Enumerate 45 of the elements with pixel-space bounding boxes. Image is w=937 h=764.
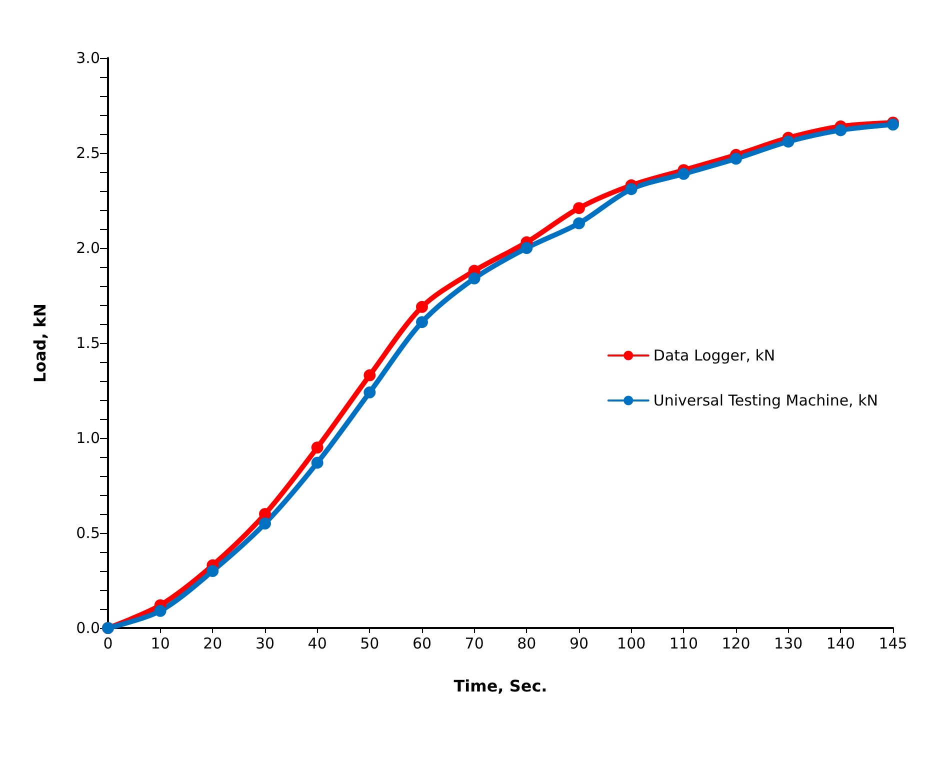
x-tick-label: 100 [617, 634, 646, 652]
x-tick-label: 50 [360, 634, 380, 652]
y-tick-label: 2.5 [76, 144, 100, 162]
point [154, 604, 166, 617]
x-tick-label: 0 [103, 634, 113, 652]
x-tick-label: 120 [722, 634, 750, 652]
point [311, 442, 324, 454]
point [364, 386, 376, 398]
x-tick-label: 80 [517, 634, 536, 652]
x-tick-label: 60 [412, 634, 432, 652]
point [468, 272, 480, 284]
point [416, 300, 428, 313]
x-tick-label: 30 [255, 634, 275, 652]
x-tick-label: 110 [669, 634, 698, 652]
y-tick-label: 3.0 [76, 49, 100, 67]
x-tick-label: 130 [774, 634, 803, 652]
x-tick-label: 40 [308, 634, 327, 652]
point [416, 316, 428, 328]
point [520, 242, 533, 254]
x-axis-title: Time, Sec. [454, 676, 548, 696]
legend-label: Universal Testing Machine, kN [653, 392, 878, 410]
point [782, 136, 794, 148]
point [206, 565, 219, 577]
y-tick-label: 1.0 [76, 429, 100, 447]
point [364, 369, 376, 382]
legend-label: Data Logger, kN [653, 346, 776, 364]
y-tick-label: 1.5 [76, 334, 100, 352]
x-tick-label: 145 [878, 634, 908, 652]
x-tick-label: 70 [464, 634, 484, 652]
point [678, 168, 690, 180]
point [311, 456, 324, 469]
x-tick-label: 90 [569, 634, 589, 652]
x-tick-label: 20 [203, 634, 222, 652]
y-tick-label: 0.0 [76, 619, 100, 637]
point [625, 183, 638, 196]
point [834, 124, 847, 136]
y-tick-label: 0.5 [76, 524, 100, 542]
x-tick-label: 10 [150, 634, 170, 652]
point [573, 202, 585, 214]
y-tick-label: 2.0 [76, 239, 100, 257]
x-tick-label: 140 [826, 634, 855, 652]
point [259, 518, 271, 530]
point [730, 152, 742, 165]
point [573, 217, 585, 230]
y-axis-title: Load, kN [30, 303, 50, 383]
